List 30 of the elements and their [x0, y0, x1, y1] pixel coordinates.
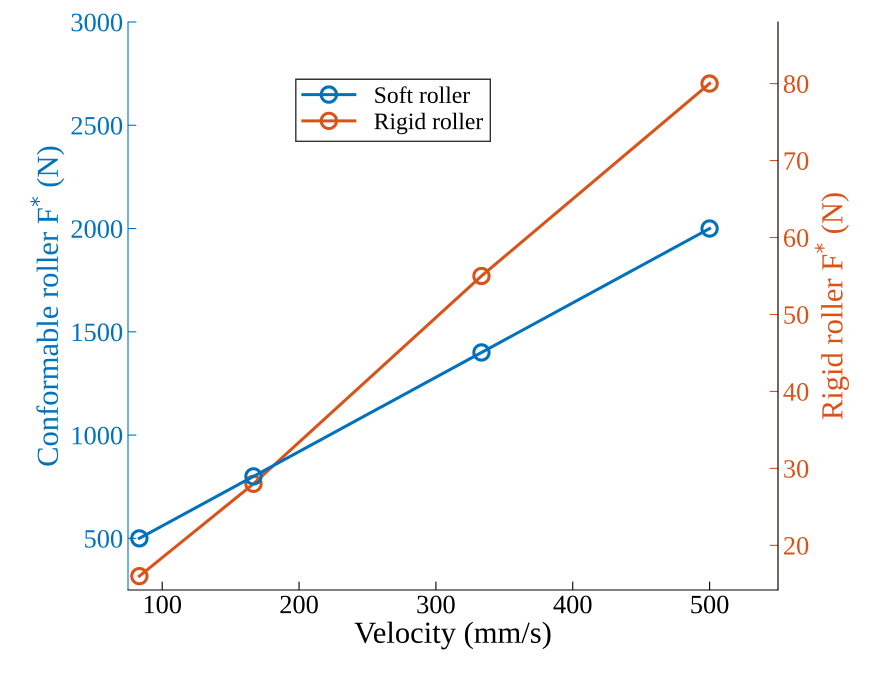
point: [472, 343, 491, 362]
y-tick-label: 2500: [72, 116, 122, 135]
y2-tick-label: 20: [784, 536, 808, 555]
y2-tick-label: 80: [784, 75, 808, 93]
y-tick-label: 1500: [72, 323, 122, 342]
y2-tick-label: 40: [783, 383, 808, 401]
x-tick-label: 400: [553, 596, 592, 614]
y2-tick-label: 50: [784, 306, 808, 324]
point: [130, 529, 149, 548]
x-tick-label: 500: [691, 596, 728, 614]
x-tick-label: 300: [417, 596, 455, 614]
y2-tick-label: 30: [784, 460, 808, 478]
point: [130, 566, 149, 586]
legend-label: Rigid roller: [374, 112, 484, 134]
y-tick-label: 2000: [72, 220, 122, 238]
point: [700, 219, 719, 238]
y-tick-label: 1000: [72, 426, 122, 445]
x-tick-label: 100: [144, 596, 181, 614]
point: [472, 266, 491, 286]
x-axis-title: Velocity (mm/s): [354, 622, 551, 650]
y2-tick-label: 70: [784, 152, 808, 170]
legend-label: Soft roller: [375, 86, 470, 104]
y-tick-label: 500: [85, 530, 122, 548]
y-tick-label: 3000: [72, 14, 122, 32]
y2-tick-label: 60: [784, 229, 808, 247]
point: [700, 74, 719, 93]
y2-axis-title: Rigid roller F$^{*}$ (N): [814, 193, 849, 420]
point: [244, 467, 263, 486]
x-tick-label: 200: [280, 596, 318, 614]
y-axis-title: Conformable roller F$^{*}$ (N): [30, 146, 64, 466]
